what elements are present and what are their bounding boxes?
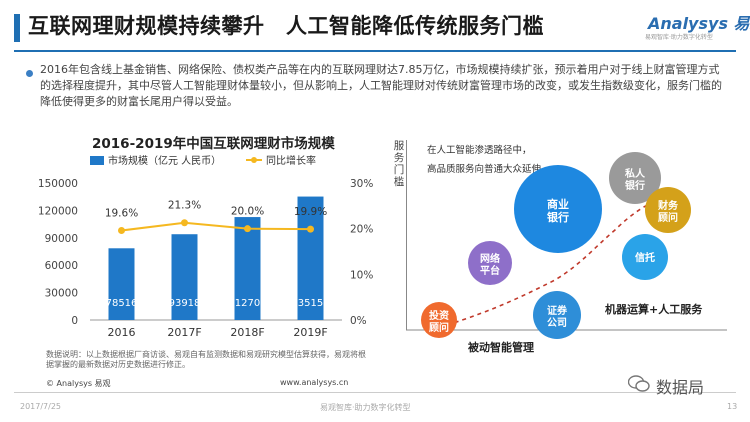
y-left-tick-label: 60000 bbox=[45, 260, 78, 272]
logo-tagline: 易观智库·助力数字化转型 bbox=[645, 34, 713, 41]
bubble-2 bbox=[468, 241, 512, 285]
wechat-icon bbox=[628, 375, 650, 392]
bubble-label-line-1: 证券 bbox=[547, 304, 568, 317]
y-left-tick-label: 30000 bbox=[45, 288, 78, 300]
footer-date: 2017/7/25 bbox=[20, 402, 62, 411]
data-note: 数据说明：以上数据根据厂商访谈、易观自有监测数据和易观研究模型估算获得，易观将根… bbox=[46, 350, 366, 369]
page-title: 互联网理财规模持续攀升 人工智能降低传统服务门槛 bbox=[28, 14, 544, 38]
bubble-label-line-1: 商业 bbox=[547, 197, 569, 211]
annotation-line-1: 在人工智能渗透路径中， bbox=[427, 144, 532, 156]
y-right-tick-label: 30% bbox=[350, 178, 373, 190]
bubble-1 bbox=[421, 302, 457, 338]
y-right-tick-label: 10% bbox=[350, 269, 373, 281]
growth-rate-label: 21.3% bbox=[168, 200, 201, 212]
summary-paragraph: 2016年包含线上基金销售、网络保险、债权类产品等在内的互联网理财达7.85万亿… bbox=[40, 63, 722, 108]
growth-rate-line bbox=[121, 221, 311, 232]
legend-swatch-market-size bbox=[90, 156, 104, 165]
bubble-label-line-1: 私人 bbox=[624, 167, 646, 180]
legend-label-growth-rate: 同比增长率 bbox=[266, 154, 316, 167]
bubble-3 bbox=[533, 291, 581, 339]
bubble-7 bbox=[645, 187, 691, 233]
title-divider bbox=[14, 50, 736, 52]
bubble-label-line-1: 投资 bbox=[429, 309, 449, 322]
footer-divider bbox=[14, 392, 736, 393]
growth-rate-point bbox=[307, 225, 314, 233]
x-axis-label: 被动智能管理 bbox=[468, 340, 534, 354]
x-tick-label: 2017F bbox=[167, 326, 201, 339]
y-left-tick-label: 90000 bbox=[45, 233, 78, 245]
analysys-logo: Analysys 易观 bbox=[648, 14, 750, 33]
y-left-tick-label: 0 bbox=[71, 315, 78, 327]
bubble-label-line-2: 平台 bbox=[480, 264, 500, 277]
page-number: 13 bbox=[727, 402, 738, 411]
service-threshold-axis-label: 服务门槛 bbox=[393, 140, 405, 188]
bubble-label-line-2: 顾问 bbox=[429, 321, 449, 334]
bar-value-label: 135150 bbox=[291, 298, 329, 309]
bar-value-label: 93918 bbox=[169, 298, 201, 309]
bubble-label-line-2: 公司 bbox=[547, 317, 567, 329]
x-tick-label: 2018F bbox=[230, 326, 264, 339]
growth-rate-label: 20.0% bbox=[231, 206, 264, 218]
bar-value-label: 112700 bbox=[228, 298, 266, 309]
y-left-tick-label: 150000 bbox=[38, 178, 78, 190]
bar-value-label: 78516 bbox=[106, 298, 138, 309]
growth-rate-label: 19.6% bbox=[105, 207, 138, 219]
bubble-label-line-2: 银行 bbox=[625, 179, 645, 192]
bar-2017F bbox=[171, 234, 198, 320]
bubble-label-line-1: 财务 bbox=[657, 199, 679, 212]
title-accent-bar bbox=[14, 14, 20, 42]
copyright-text: © Analysys 易观 bbox=[46, 379, 111, 388]
footer-tagline: 易观智库·助力数字化转型 bbox=[320, 403, 411, 412]
ai-penetration-diagram: 在人工智能渗透路径中，高品质服务向普通大众延伸投资顾问网络平台证券公司商业银行信… bbox=[406, 144, 727, 354]
legend-marker-growth-rate bbox=[251, 157, 257, 163]
bar-2018F bbox=[234, 217, 261, 320]
bar-2016 bbox=[108, 248, 135, 320]
y-right-tick-label: 0% bbox=[350, 315, 367, 327]
bubble-5 bbox=[622, 234, 668, 280]
market-size-chart: 市场规模（亿元 人民币） 同比增长率 0 30000 60000 90000 120000 1… bbox=[38, 154, 373, 339]
bubble-6 bbox=[609, 152, 661, 204]
bar-2019F bbox=[297, 196, 324, 320]
growth-rate-point bbox=[118, 226, 125, 234]
x-tick-label: 2019F bbox=[293, 326, 327, 339]
y-right-tick-label: 20% bbox=[350, 224, 373, 236]
bubble-label: 信托 bbox=[635, 251, 655, 264]
bubble-4 bbox=[514, 165, 602, 253]
chart-title: 2016-2019年中国互联网理财市场规模 bbox=[92, 136, 335, 152]
website-link[interactable]: www.analysys.cn bbox=[280, 378, 349, 387]
annotation-line-2: 高品质服务向普通大众延伸 bbox=[427, 163, 541, 175]
legend-label-market-size: 市场规模（亿元 人民币） bbox=[108, 154, 221, 167]
path-label: 机器运算+人工服务 bbox=[605, 302, 703, 316]
bubble-label-line-2: 银行 bbox=[547, 210, 569, 224]
growth-rate-point bbox=[181, 219, 188, 227]
x-tick-label: 2016 bbox=[108, 326, 136, 339]
bubble-label-line-2: 顾问 bbox=[658, 211, 678, 224]
penetration-path bbox=[446, 196, 664, 326]
growth-rate-label: 19.9% bbox=[294, 206, 327, 218]
growth-rate-point bbox=[244, 225, 251, 233]
y-left-tick-label: 120000 bbox=[38, 205, 78, 217]
service-threshold-axis bbox=[406, 140, 407, 330]
bullet-icon bbox=[26, 70, 33, 77]
bubble-label-line-1: 网络 bbox=[480, 252, 500, 265]
watermark-text: 数据局 bbox=[656, 378, 705, 397]
